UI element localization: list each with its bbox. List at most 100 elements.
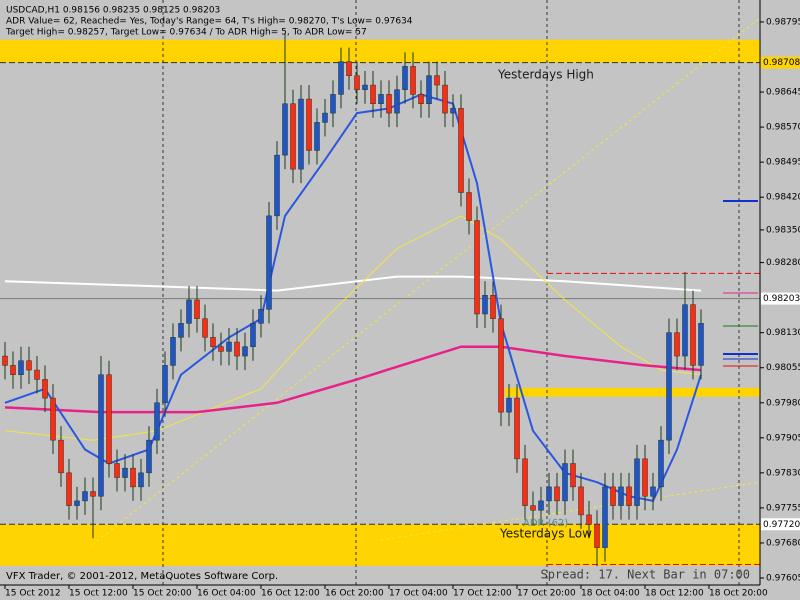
indicator-line xyxy=(4,275,702,292)
candle-body xyxy=(50,397,56,441)
y-tick-label: 0.97755 xyxy=(766,503,800,513)
candle-body xyxy=(642,458,648,497)
candle-body xyxy=(106,374,112,464)
x-tick-label: 18 Oct 12:00 xyxy=(645,589,704,599)
candle-body xyxy=(378,94,384,104)
candle-body xyxy=(682,304,688,357)
y-tick-label: 0.97830 xyxy=(766,468,800,478)
candle-body xyxy=(322,112,328,123)
candle-body xyxy=(202,318,208,338)
candle-body xyxy=(130,467,136,488)
candle-body xyxy=(346,61,352,76)
y-tick-label: 0.98055 xyxy=(766,363,800,373)
candle-body xyxy=(618,486,624,506)
candle-body xyxy=(26,360,32,371)
candle-body xyxy=(386,94,392,114)
candle-body xyxy=(594,524,600,548)
candle-body xyxy=(194,299,200,319)
candle-body xyxy=(554,486,560,502)
x-tick-label: 15 Oct 20:00 xyxy=(133,589,192,599)
candle-body xyxy=(394,89,400,114)
x-tick-label: 15 Oct 2012 xyxy=(5,589,61,599)
candle-body xyxy=(154,402,160,441)
annotation: Yesterdays Low xyxy=(499,527,592,541)
candle-body xyxy=(82,491,88,502)
y-tick-label: 0.97980 xyxy=(766,398,800,408)
candle-body xyxy=(338,61,344,95)
x-tick-label: 18 Oct 04:00 xyxy=(581,589,640,599)
candle-body xyxy=(602,486,608,548)
y-tick-label: 0.98495 xyxy=(766,158,800,168)
candle-body xyxy=(410,66,416,95)
y-tick-label: 0.98795 xyxy=(766,17,800,27)
y-tick-label: 0.97605 xyxy=(766,573,800,583)
candle-body xyxy=(698,323,704,366)
candle-body xyxy=(234,341,240,357)
price-tag xyxy=(761,56,800,69)
candle-body xyxy=(74,500,80,506)
axes: 0.98795 0.98645 0.98570 0.98495 0.98420 0.983… xyxy=(4,17,800,599)
candle-body xyxy=(458,108,464,193)
x-tick-label: 15 Oct 12:00 xyxy=(69,589,128,599)
candle-body xyxy=(498,318,504,413)
candle-body xyxy=(306,98,312,151)
x-tick-label: 16 Oct 04:00 xyxy=(197,589,256,599)
candles xyxy=(2,33,704,567)
candle-body xyxy=(570,463,576,488)
copyright: VFX Trader, © 2001-2012, MetaQuotes Soft… xyxy=(6,571,278,582)
x-tick-label: 18 Oct 20:00 xyxy=(709,589,768,599)
candle-body xyxy=(514,397,520,460)
candle-body xyxy=(370,84,376,104)
candle-body xyxy=(426,75,432,104)
price-tag xyxy=(761,292,800,305)
indicator-line xyxy=(4,345,702,414)
candle-body xyxy=(18,360,24,375)
zones xyxy=(0,39,760,566)
candle-body xyxy=(226,341,232,352)
candle-body xyxy=(482,295,488,315)
candle-body xyxy=(114,463,120,478)
zone xyxy=(505,387,760,397)
candle-body xyxy=(314,122,320,151)
candle-body xyxy=(610,486,616,506)
price-tag xyxy=(761,518,800,531)
y-tick-label: 0.97680 xyxy=(766,538,800,548)
candle-body xyxy=(650,486,656,497)
candle-body xyxy=(282,103,288,156)
x-tick-label: 17 Oct 20:00 xyxy=(517,589,576,599)
candle-body xyxy=(466,192,472,221)
candle-body xyxy=(450,108,456,114)
y-tick-label: 0.98280 xyxy=(766,258,800,268)
candle-body xyxy=(250,323,256,347)
candle-body xyxy=(538,500,544,511)
x-tick-label: 17 Oct 12:00 xyxy=(453,589,512,599)
candle-body xyxy=(162,365,168,404)
header-line: ADR Value= 62, Reached= Yes, Today's Ran… xyxy=(6,17,413,27)
spread-info: Spread: 17. Next Bar in 07:00 xyxy=(540,568,750,582)
levels xyxy=(0,62,760,565)
y-tick-label: 0.98645 xyxy=(766,88,800,98)
annotation: Yesterdays High xyxy=(497,68,594,82)
candle-body xyxy=(298,98,304,170)
price-tag-label: 0.97720 xyxy=(763,520,800,530)
candle-body xyxy=(218,346,224,352)
candle-body xyxy=(690,304,696,366)
header-line: Target High= 0.98257, Target Low= 0.9763… xyxy=(5,28,367,38)
candle-body xyxy=(98,374,104,497)
candle-body xyxy=(626,486,632,506)
candle-body xyxy=(186,299,192,324)
x-tick-label: 17 Oct 04:00 xyxy=(389,589,448,599)
candle-body xyxy=(274,154,280,217)
candle-body xyxy=(402,66,408,90)
candle-body xyxy=(354,75,360,90)
zone xyxy=(0,524,760,566)
candle-body xyxy=(210,337,216,347)
candle-body xyxy=(258,309,264,324)
candle-body xyxy=(122,467,128,478)
y-tick-label: 0.98350 xyxy=(766,225,800,235)
candle-body xyxy=(658,439,664,488)
x-tick-label: 16 Oct 12:00 xyxy=(261,589,320,599)
candle-body xyxy=(66,472,72,506)
candle-body xyxy=(58,439,64,474)
